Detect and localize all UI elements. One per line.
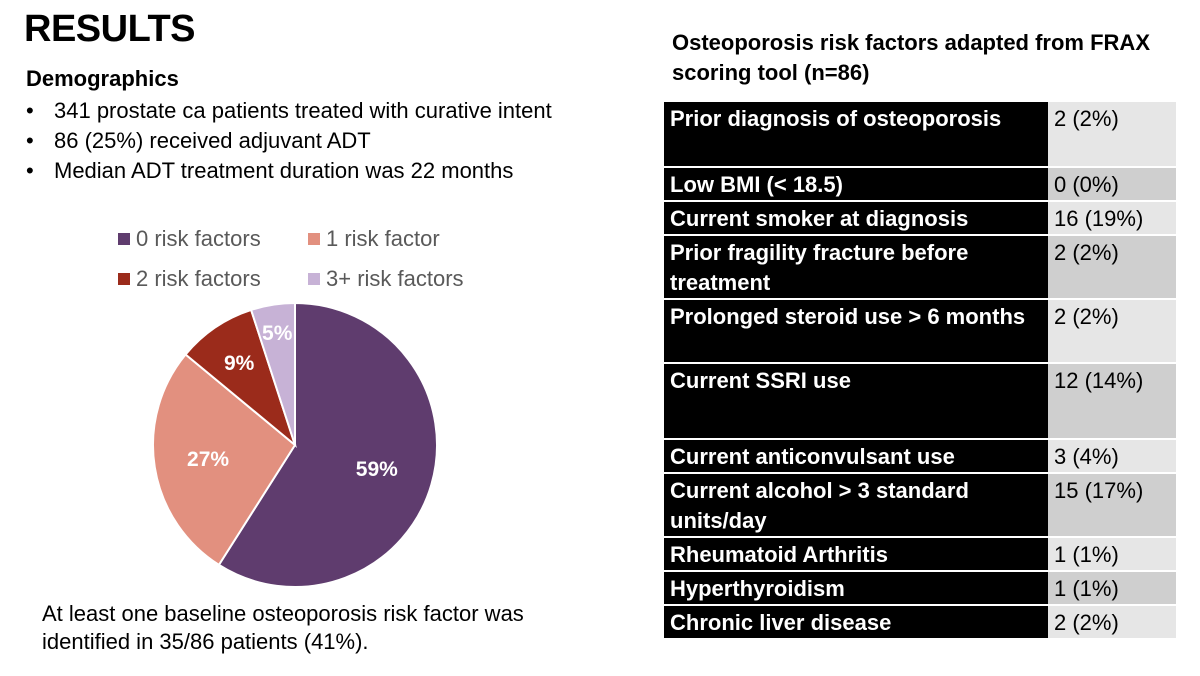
pie-data-label-3: 5%: [262, 322, 293, 345]
risk-factor-table: Prior diagnosis of osteoporosis 2 (2%) L…: [664, 102, 1176, 640]
table-row: Prior diagnosis of osteoporosis 2 (2%): [664, 102, 1176, 168]
demographics-item-text: 341 prostate ca patients treated with cu…: [54, 98, 552, 123]
pie-data-label-2: 9%: [224, 352, 255, 375]
legend-label: 0 risk factors: [136, 226, 261, 251]
table-title: Osteoporosis risk factors adapted from F…: [672, 30, 1150, 85]
table-row: Current SSRI use 12 (14%): [664, 363, 1176, 440]
table-row: Rheumatoid Arthritis 1 (1%): [664, 537, 1176, 572]
risk-factor-name: Current smoker at diagnosis: [664, 201, 1048, 236]
risk-factor-name: Prolonged steroid use > 6 months: [664, 299, 1048, 364]
risk-factor-count: 15 (17%): [1048, 473, 1176, 538]
risk-factor-name: Current anticonvulsant use: [664, 439, 1048, 474]
legend-swatch-icon: [308, 233, 320, 245]
legend-item-1: 1 risk factor: [308, 226, 440, 252]
risk-factor-name: Hyperthyroidism: [664, 571, 1048, 606]
risk-factor-name: Rheumatoid Arthritis: [664, 537, 1048, 572]
legend-label: 1 risk factor: [326, 226, 440, 251]
table-row: Chronic liver disease 2 (2%): [664, 605, 1176, 640]
risk-factor-count: 2 (2%): [1048, 605, 1176, 640]
demographics-item-text: 86 (25%) received adjuvant ADT: [54, 128, 371, 153]
risk-factor-count: 12 (14%): [1048, 363, 1176, 440]
legend-label: 3+ risk factors: [326, 266, 464, 291]
risk-factor-count: 3 (4%): [1048, 439, 1176, 474]
risk-factor-name: Low BMI (< 18.5): [664, 167, 1048, 202]
legend-item-0: 0 risk factors: [118, 226, 261, 252]
page-title: RESULTS: [24, 8, 196, 50]
pie-slice-1: [152, 353, 297, 567]
bullet-icon: •: [26, 158, 34, 183]
summary-note: At least one baseline osteoporosis risk …: [42, 601, 524, 654]
risk-factor-count: 1 (1%): [1048, 537, 1176, 572]
legend-label: 2 risk factors: [136, 266, 261, 291]
risk-factor-name: Current alcohol > 3 standard units/day: [664, 473, 1048, 538]
table-row: Hyperthyroidism 1 (1%): [664, 571, 1176, 606]
pie-slice-0: [217, 301, 438, 588]
risk-factor-name: Prior diagnosis of osteoporosis: [664, 102, 1048, 168]
table-row: Low BMI (< 18.5) 0 (0%): [664, 167, 1176, 202]
risk-factor-count: 2 (2%): [1048, 235, 1176, 300]
pie-slice-2: [184, 308, 298, 448]
table-row: Current smoker at diagnosis 16 (19%): [664, 201, 1176, 236]
risk-factor-name: Prior fragility fracture before treatmen…: [664, 235, 1048, 300]
table-row: Prolonged steroid use > 6 months 2 (2%): [664, 299, 1176, 364]
demographics-item-text: Median ADT treatment duration was 22 mon…: [54, 158, 514, 183]
table-row: Current anticonvulsant use 3 (4%): [664, 439, 1176, 474]
demographics-item: • Median ADT treatment duration was 22 mo…: [26, 156, 552, 186]
risk-factor-count: 1 (1%): [1048, 571, 1176, 606]
risk-factor-name: Current SSRI use: [664, 363, 1048, 440]
risk-factor-count: 2 (2%): [1048, 299, 1176, 364]
risk-factor-name: Chronic liver disease: [664, 605, 1048, 640]
pie-data-label-0: 59%: [356, 458, 398, 481]
legend-item-3: 3+ risk factors: [308, 266, 464, 292]
demographics-item: • 341 prostate ca patients treated with c…: [26, 96, 552, 126]
legend-swatch-icon: [308, 273, 320, 285]
bullet-icon: •: [26, 128, 34, 153]
legend-swatch-icon: [118, 273, 130, 285]
bullet-icon: •: [26, 98, 34, 123]
demographics-item: • 86 (25%) received adjuvant ADT: [26, 126, 552, 156]
risk-factor-count: 0 (0%): [1048, 167, 1176, 202]
risk-factor-count: 16 (19%): [1048, 201, 1176, 236]
demographics-list: • 341 prostate ca patients treated with c…: [26, 96, 552, 186]
demographics-heading: Demographics: [26, 66, 179, 91]
table-row: Prior fragility fracture before treatmen…: [664, 235, 1176, 300]
pie-data-label-1: 27%: [187, 448, 229, 471]
legend-swatch-icon: [118, 233, 130, 245]
pie-chart: 59% 27% 9% 5%: [152, 301, 438, 588]
legend-item-2: 2 risk factors: [118, 266, 261, 292]
risk-factor-count: 2 (2%): [1048, 102, 1176, 168]
pie-slice-3: [249, 301, 296, 446]
table-row: Current alcohol > 3 standard units/day 1…: [664, 473, 1176, 538]
